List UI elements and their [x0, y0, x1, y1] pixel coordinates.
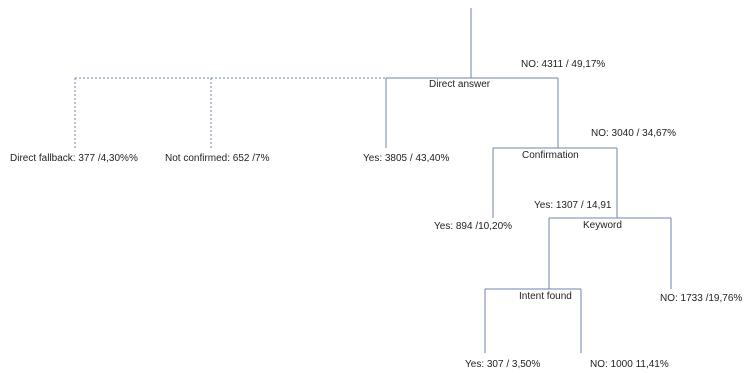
edge-label-yes-3805: Yes: 3805 / 43,40% — [363, 153, 450, 164]
edge-label-not-confirmed: Not confirmed: 652 /7% — [165, 153, 270, 164]
edge-label-no-1000: NO: 1000 11,41% — [590, 359, 669, 370]
edge-label-no-1733: NO: 1733 /19,76% — [660, 293, 743, 304]
edge-label-direct-fallback: Direct fallback: 377 /4,30%% — [10, 153, 138, 164]
node-intent-found: Intent found — [519, 291, 572, 302]
edge-label-yes-307: Yes: 307 / 3,50% — [465, 359, 541, 370]
node-keyword: Keyword — [583, 220, 622, 231]
node-direct-answer: Direct answer — [429, 79, 491, 90]
node-confirmation: Confirmation — [522, 150, 579, 161]
edge-label-yes-1307: Yes: 1307 / 14,91 — [534, 200, 612, 211]
edge-label-yes-894: Yes: 894 /10,20% — [434, 221, 513, 232]
edge-label-no-4311: NO: 4311 / 49,17% — [521, 59, 606, 70]
edge-label-no-3040: NO: 3040 / 34,67% — [591, 128, 677, 139]
